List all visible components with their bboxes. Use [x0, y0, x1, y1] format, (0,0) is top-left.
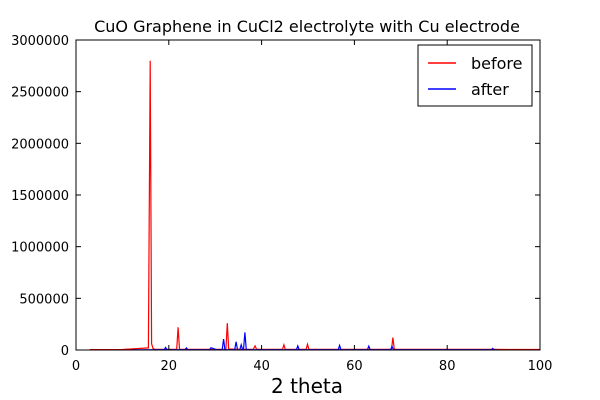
chart-title: CuO Graphene in CuCl2 electrolyte with C…: [94, 17, 520, 36]
y-tick-label: 2000000: [11, 137, 69, 152]
x-tick-label: 80: [439, 359, 456, 374]
axes-layer: 0 20 40 60 80 100 0 500000 1000000 1500000 2000000…: [11, 34, 552, 374]
legend-label-before: before: [471, 54, 523, 73]
y-tick-label: 0: [61, 344, 69, 359]
x-tick-label: 20: [161, 359, 178, 374]
x-tick-label: 0: [72, 359, 80, 374]
x-axis-label: 2 theta: [271, 374, 343, 398]
y-tick-label: 2500000: [11, 86, 69, 101]
legend-box: [417, 44, 533, 107]
x-tick-label: 40: [253, 359, 270, 374]
x-tick-label: 100: [528, 359, 553, 374]
y-tick-label: 500000: [19, 292, 69, 307]
y-tick-label: 1000000: [11, 241, 69, 256]
legend-label-after: after: [471, 80, 509, 99]
y-tick-label: 3000000: [11, 34, 69, 49]
y-tick-label: 1500000: [11, 189, 69, 204]
legend: before after: [417, 44, 533, 107]
series-line-after: [131, 332, 499, 351]
x-tick-label: 60: [346, 359, 363, 374]
